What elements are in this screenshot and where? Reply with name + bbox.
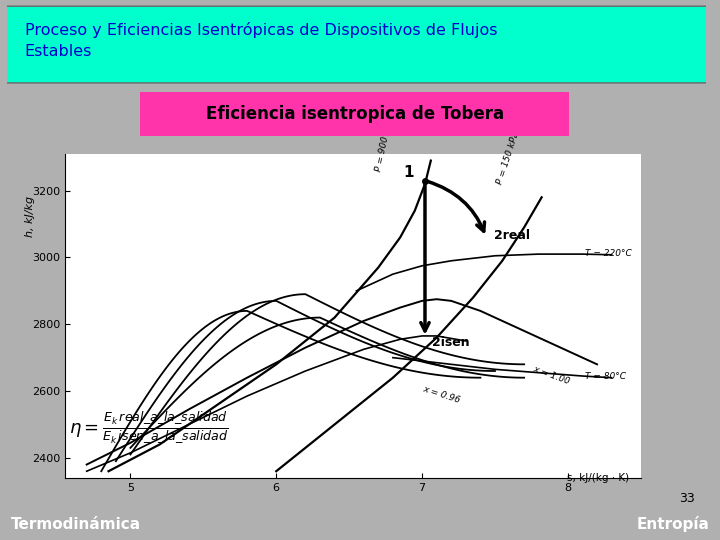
FancyBboxPatch shape <box>0 6 720 83</box>
Text: s, kJ/(kg · K): s, kJ/(kg · K) <box>567 473 629 483</box>
FancyBboxPatch shape <box>140 92 569 136</box>
Text: Eficiencia isentropica de Tobera: Eficiencia isentropica de Tobera <box>205 105 504 123</box>
Text: T = 80°C: T = 80°C <box>585 373 626 381</box>
Text: x = 1.00: x = 1.00 <box>531 364 571 387</box>
Text: T = 220°C: T = 220°C <box>585 249 632 259</box>
Text: Entropía: Entropía <box>636 516 709 532</box>
Text: h, kJ/kg: h, kJ/kg <box>25 195 35 237</box>
Text: P = 150 kPa: P = 150 kPa <box>495 131 521 186</box>
Text: 1: 1 <box>403 165 413 180</box>
Text: x = 0.96: x = 0.96 <box>422 384 462 405</box>
Text: Proceso y Eficiencias Isentrópicas de Dispositivos de Flujos
Estables: Proceso y Eficiencias Isentrópicas de Di… <box>24 22 498 59</box>
Text: 33: 33 <box>679 492 695 505</box>
Text: 2real: 2real <box>493 229 529 242</box>
Text: Termodinámica: Termodinámica <box>11 517 141 532</box>
Text: $\eta = \frac{E_k\,real\_a\_la\_salidad}{E_k\,isen\_a\_la\_salidad}$: $\eta = \frac{E_k\,real\_a\_la\_salidad}… <box>69 410 229 446</box>
Text: P = 900 kPa: P = 900 kPa <box>374 117 394 173</box>
Text: 2isen: 2isen <box>432 336 470 349</box>
